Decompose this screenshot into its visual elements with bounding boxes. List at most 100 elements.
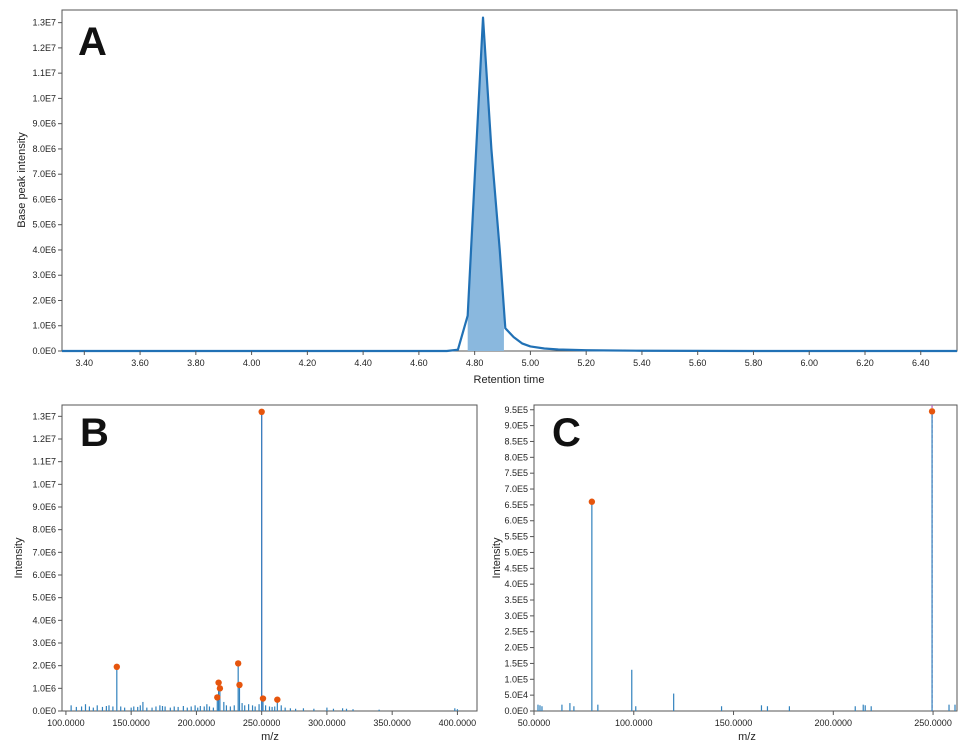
panel-c-y-tick-label: 1.5E5 [504,658,528,668]
panel-b-frame [61,404,478,712]
panel-a-x-tick-label: 5.40 [633,358,651,368]
panel-a-x-tick-label: 3.40 [76,358,94,368]
panel-a-y-tick-label: 8.0E6 [32,144,56,154]
panel-c-x-tick-label: 100.0000 [615,718,653,728]
panel-b-y-tick-label: 9.0E6 [32,502,56,512]
panel-a-y-tick-label: 1.0E7 [32,93,56,103]
panel-a-x-tick-label: 4.60 [410,358,428,368]
panel-c-y-tick-label: 9.5E5 [504,405,528,415]
panel-c-y-tick-label: 8.5E5 [504,436,528,446]
panel-c-y-tick-label: 6.5E5 [504,500,528,510]
panel-b-y-tick-label: 7.0E6 [32,547,56,557]
panel-a-retention-time-chart: 3.40 3.60 3.80 4.00 4.20 4.40 4.60 4.80 5.00 5.20… [16,9,958,386]
panel-a-x-tick-label: 4.00 [243,358,261,368]
panel-b-y-tick-label: 6.0E6 [32,570,56,580]
panel-b-annotated-peak-marker [113,663,121,670]
panel-c-x-tick-label: 50.0000 [518,718,551,728]
panel-b-y-tick-label: 4.0E6 [32,615,56,625]
panel-c-y-tick-label: 1.0E5 [504,674,528,684]
panel-c-y-tick-label: 5.0E4 [504,690,528,700]
panel-b-x-tick-label: 250.0000 [243,718,281,728]
panel-b-annotated-peak-marker [236,681,243,689]
panel-a-x-axis-label: Retention time [474,374,545,386]
panel-a-x-tick-label: 4.80 [466,358,484,368]
panel-c-x-tick-label: 200.0000 [815,718,853,728]
panel-c-annotated-peak-marker [588,498,596,505]
panel-b-x-tick-label: 150.0000 [112,718,150,728]
panel-a-x-tick-label: 5.20 [577,358,595,368]
panel-c-y-tick-label: 8.0E5 [504,452,528,462]
panel-c-frame [533,404,958,712]
panel-a-y-tick-label: 0.0E0 [32,346,56,356]
panel-a-y-tick-label: 2.0E6 [32,295,56,305]
panel-b-y-tick-label: 0.0E0 [32,706,56,716]
panel-b-x-tick-label: 100.0000 [47,718,85,728]
panel-b-x-tick-label: 400.0000 [439,718,477,728]
panel-b-annotated-peak-marker [259,695,267,702]
panel-a-chromatogram-line [62,16,957,353]
panel-a-x-tick-label: 5.60 [689,358,707,368]
panel-b-annotated-peak-marker [215,679,222,686]
panel-b-annotated-peak-marker [258,408,265,415]
panel-c-y-ticks: 0.0E0 5.0E4 1.0E5 1.5E5 2.0E5 2.5E5 3.0E5 3.5E5… [504,405,534,716]
panel-c-y-tick-label: 7.0E5 [504,484,528,494]
panel-c-y-tick-label: 2.0E5 [504,643,528,653]
panel-a-y-tick-label: 5.0E6 [32,220,56,230]
panel-a-x-tick-label: 6.40 [912,358,930,368]
panel-a-y-tick-label: 1.1E7 [32,68,56,78]
panel-c-y-tick-label: 4.0E5 [504,579,528,589]
panel-a-label: A [78,20,107,64]
panel-a-x-ticks: 3.40 3.60 3.80 4.00 4.20 4.40 4.60 4.80 5.00 5.20… [76,351,930,368]
panel-a-y-tick-label: 6.0E6 [32,194,56,204]
panel-b-x-tick-label: 350.0000 [373,718,411,728]
panel-b-y-ticks: 0.0E0 1.0E6 2.0E6 3.0E6 4.0E6 5.0E6 6.0E6 7.0E6… [32,411,62,716]
panel-c-plot-area [537,405,956,711]
panel-b-x-ticks: 100.0000 150.0000 200.0000 250.0000 300.0000… [47,711,476,728]
panel-b-y-tick-label: 3.0E6 [32,638,56,648]
panel-b-y-tick-label: 1.2E7 [32,434,56,444]
panel-a-x-tick-label: 3.60 [131,358,149,368]
panel-c-annotated-peak-marker [928,408,936,415]
panel-b-annotated-peak-marker [234,660,242,667]
panel-c-y-tick-label: 3.5E5 [504,595,528,605]
panel-b-y-tick-label: 2.0E6 [32,661,56,671]
panel-c-y-tick-label: 9.0E5 [504,421,528,431]
panel-c-x-ticks: 50.0000 100.0000 150.0000 200.0000 250.0000 [518,711,952,728]
panel-c-y-tick-label: 0.0E0 [504,706,528,716]
panel-b-x-tick-label: 300.0000 [308,718,346,728]
panel-a-y-tick-label: 1.3E7 [32,18,56,28]
panel-b-y-tick-label: 1.0E7 [32,479,56,489]
panel-c-x-axis-label: m/z [738,731,756,743]
panel-c-y-tick-label: 2.5E5 [504,627,528,637]
panel-c-label: C [552,411,581,455]
panel-c-y-tick-label: 5.0E5 [504,547,528,557]
panel-a-integrated-peak-area [467,17,504,351]
panel-a-plot-area [62,16,957,353]
panel-b-mass-spectrum: 100.0000 150.0000 200.0000 250.0000 300.0000… [13,404,478,743]
panel-a-x-tick-label: 4.40 [354,358,372,368]
panel-b-x-tick-label: 200.0000 [178,718,216,728]
panel-a-x-tick-label: 6.20 [856,358,874,368]
panel-c-y-tick-label: 3.0E5 [504,611,528,621]
panel-c-x-tick-label: 250.0000 [914,718,952,728]
panel-a-x-tick-label: 5.80 [745,358,763,368]
panel-a-frame [61,9,958,352]
panel-c-y-axis-label: Intensity [491,537,503,578]
panel-c-y-tick-label: 7.5E5 [504,468,528,478]
panel-b-y-tick-label: 1.0E6 [32,683,56,693]
panel-a-y-tick-label: 7.0E6 [32,169,56,179]
panel-b-plot-area [70,408,459,711]
panel-a-x-tick-label: 3.80 [187,358,205,368]
panel-a-y-ticks: 0.0E0 1.0E6 2.0E6 3.0E6 4.0E6 5.0E6 6.0E6 7.0E6… [32,18,62,356]
panel-b-y-tick-label: 8.0E6 [32,525,56,535]
panel-a-x-tick-label: 4.20 [299,358,317,368]
panel-a-x-tick-label: 5.00 [522,358,540,368]
panel-c-y-tick-label: 6.0E5 [504,516,528,526]
panel-b-y-axis-label: Intensity [13,537,25,578]
panel-a-y-tick-label: 1.0E6 [32,321,56,331]
panel-c-y-tick-label: 5.5E5 [504,532,528,542]
panel-a-y-tick-label: 9.0E6 [32,119,56,129]
panel-a-x-tick-label: 6.00 [800,358,818,368]
panel-b-label: B [80,411,109,455]
